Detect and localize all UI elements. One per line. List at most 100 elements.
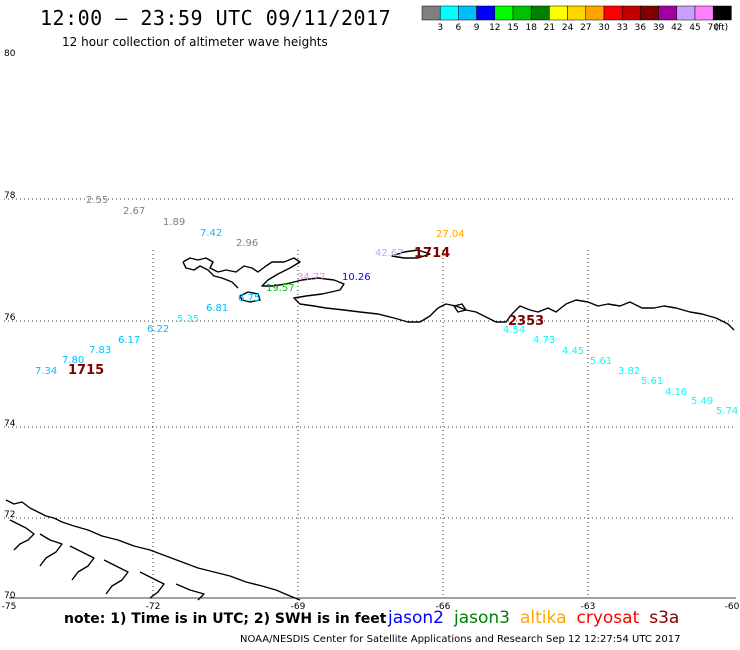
satellite-jason3: jason3 xyxy=(454,608,510,628)
scale-label: 70 xyxy=(707,23,719,33)
lon-label: -63 xyxy=(581,602,596,612)
scale-label: 12 xyxy=(489,23,500,33)
time-label: 1714 xyxy=(414,246,450,261)
credit-line: NOAA/NESDIS Center for Satellite Applica… xyxy=(240,634,681,645)
lon-label: -72 xyxy=(146,602,161,612)
satellite-cryosat: cryosat xyxy=(576,608,640,628)
lon-label: -75 xyxy=(2,602,17,612)
scale-label: 45 xyxy=(689,23,700,33)
wave-height-value: 27.04 xyxy=(436,229,465,240)
small-island-a xyxy=(239,291,261,303)
small-island-b xyxy=(391,249,431,259)
scale-swatch xyxy=(676,5,696,21)
scale-swatch xyxy=(549,5,568,21)
scale-label: 24 xyxy=(562,23,574,33)
scale-label: 18 xyxy=(525,23,537,33)
baffin-inlet-2 xyxy=(39,533,63,567)
wave-height-value: 5.35 xyxy=(177,314,199,325)
scale-label: 30 xyxy=(598,23,610,33)
wave-height-value: 7.42 xyxy=(200,228,222,239)
wave-height-value: 5.61 xyxy=(590,356,612,367)
baffin-inlet-6 xyxy=(175,583,205,601)
lat-label: 70 xyxy=(4,591,16,601)
scale-label: 27 xyxy=(580,23,591,33)
wave-height-value: 6.81 xyxy=(206,303,228,314)
wave-height-value: 5.74 xyxy=(716,406,738,417)
ellesmere-coast-west xyxy=(182,261,239,289)
scale-swatch xyxy=(476,5,496,21)
scale-label: (ft) xyxy=(715,23,729,33)
lon-label: -69 xyxy=(291,602,306,612)
wave-height-value: 7.80 xyxy=(62,355,84,366)
wave-height-labels: 2.55 2.67 1.89 7.42 2.96 27.04 42.67 34.77 10.26… xyxy=(35,195,738,417)
scale-swatch xyxy=(712,5,732,21)
scale-swatch xyxy=(585,5,605,21)
lat-label: 78 xyxy=(4,191,16,201)
scale-swatch xyxy=(530,5,550,21)
wave-height-value: 6.75 xyxy=(238,293,260,304)
wave-height-value: 4.54 xyxy=(503,325,525,336)
scale-swatch xyxy=(640,5,659,21)
satellite-s3a: s3a xyxy=(649,608,680,628)
lon-label: -66 xyxy=(436,602,451,612)
scale-label: 21 xyxy=(544,23,555,33)
satellite-altika: altika xyxy=(520,608,567,628)
wave-height-value: 2.55 xyxy=(86,195,108,206)
scale-label: 6 xyxy=(456,23,462,33)
units-note: note: 1) Time is in UTC; 2) SWH is in fe… xyxy=(64,611,387,627)
baffin-inlet-5 xyxy=(139,571,165,599)
small-island-c xyxy=(453,303,467,313)
baffin-inlet-1 xyxy=(9,519,35,551)
satellite-legend: jason2 jason3 altika cryosat s3a xyxy=(388,608,689,628)
wave-height-value: 1.89 xyxy=(163,217,185,228)
time-label: 1715 xyxy=(68,363,104,378)
scale-swatch xyxy=(621,5,641,21)
wave-height-value: 7.34 xyxy=(35,366,57,377)
wave-height-value: 2.96 xyxy=(236,238,258,249)
wave-height-value: 10.26 xyxy=(342,272,371,283)
scale-swatch xyxy=(658,5,678,21)
scale-swatch xyxy=(421,5,441,21)
scale-label: 9 xyxy=(474,23,480,33)
scale-label: 3 xyxy=(437,23,443,33)
lat-label: 72 xyxy=(4,510,15,520)
wave-height-value: 5.49 xyxy=(691,396,713,407)
lat-label: 80 xyxy=(4,49,16,59)
wave-height-value: 5.61 xyxy=(641,376,663,387)
scale-swatch xyxy=(494,5,514,21)
scale-swatch xyxy=(694,5,714,21)
baffin-coast xyxy=(5,499,301,601)
wave-height-value: 2.67 xyxy=(123,206,145,217)
wave-height-value: 7.83 xyxy=(89,345,111,356)
scale-label: 39 xyxy=(653,23,665,33)
wave-height-value: 3.82 xyxy=(618,366,640,377)
ellesmere-coast xyxy=(182,257,735,331)
lat-label: 76 xyxy=(4,313,16,323)
lat-lon-grid: 80 78 76 74 72 70-75 -72 -69 -66 -63 -60 xyxy=(2,49,740,612)
time-label: 2353 xyxy=(508,314,544,329)
scale-label: 42 xyxy=(671,23,682,33)
scale-swatch xyxy=(458,5,477,21)
scale-swatch xyxy=(512,5,532,21)
wave-height-value: 4.45 xyxy=(562,346,584,357)
color-scale-legend: 3 6 9 12 15 18 21 24 27 30 33 36 39 42 45 70(ft) xyxy=(421,5,732,33)
map-subtitle: 12 hour collection of altimeter wave hei… xyxy=(62,35,328,49)
wave-height-value: 4.16 xyxy=(665,387,687,398)
lat-label: 74 xyxy=(4,419,16,429)
scale-label: 15 xyxy=(507,23,518,33)
scale-label: 36 xyxy=(635,23,647,33)
scale-label: 33 xyxy=(616,23,627,33)
wave-height-value: 6.17 xyxy=(118,335,140,346)
baffin-inlet-4 xyxy=(103,559,129,595)
coastline xyxy=(5,249,735,601)
baffin-inlet-3 xyxy=(69,545,95,581)
scale-swatch xyxy=(603,5,623,21)
scale-swatch xyxy=(439,5,459,21)
scale-swatch xyxy=(567,5,587,21)
lon-label: -60 xyxy=(725,602,740,612)
wave-height-value: 4.73 xyxy=(533,335,555,346)
wave-height-value: 19.57 xyxy=(266,283,295,294)
wave-height-value: 42.67 xyxy=(375,248,404,259)
satellite-jason2: jason2 xyxy=(388,608,444,628)
wave-height-value: 6.22 xyxy=(147,324,169,335)
